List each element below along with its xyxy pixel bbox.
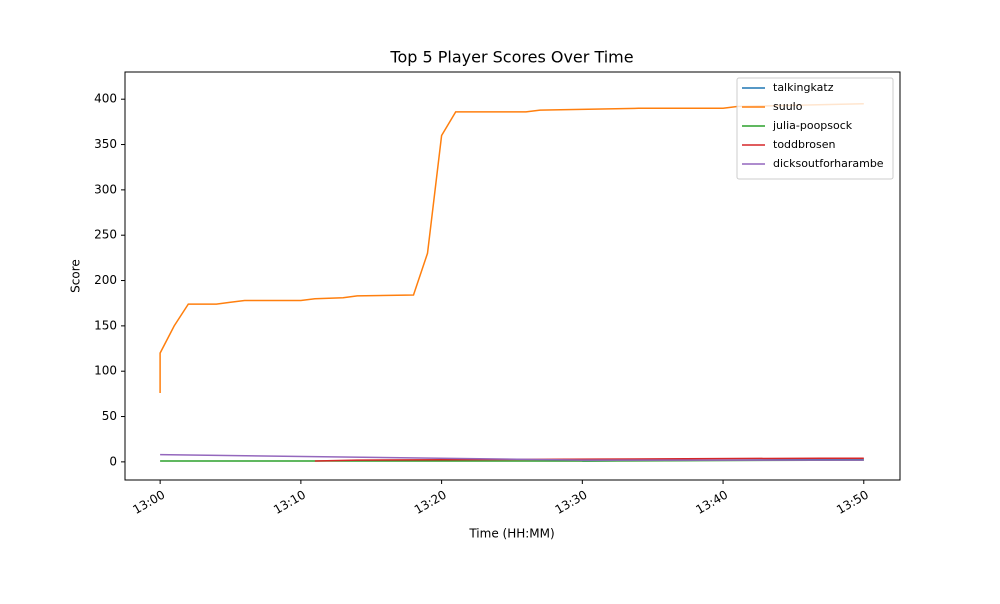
y-tick-label: 150 — [94, 318, 117, 332]
y-tick-label: 350 — [94, 137, 117, 151]
plot-frame — [124, 71, 901, 481]
y-axis-label: Score — [69, 259, 83, 293]
y-tick-label: 100 — [94, 364, 117, 378]
legend-label: julia-poopsock — [772, 119, 853, 132]
legend-label: suulo — [773, 100, 803, 113]
legend-label: talkingkatz — [773, 81, 834, 94]
series-line — [314, 457, 864, 462]
y-tick-label: 200 — [94, 273, 117, 287]
y-tick-label: 300 — [94, 182, 117, 196]
series-line — [160, 453, 864, 461]
legend-box — [736, 77, 894, 180]
y-tick-label: 50 — [102, 409, 117, 423]
y-tick-label: 400 — [94, 92, 117, 106]
y-tick-label: 0 — [109, 454, 117, 468]
legend-label: toddbrosen — [773, 138, 835, 151]
chart-title: Top 5 Player Scores Over Time — [389, 48, 633, 67]
y-tick-label: 250 — [94, 228, 117, 242]
series-line — [159, 102, 864, 393]
legend-label: dicksoutforharambe — [773, 157, 884, 170]
x-axis-label: Time (HH:MM) — [468, 527, 554, 541]
